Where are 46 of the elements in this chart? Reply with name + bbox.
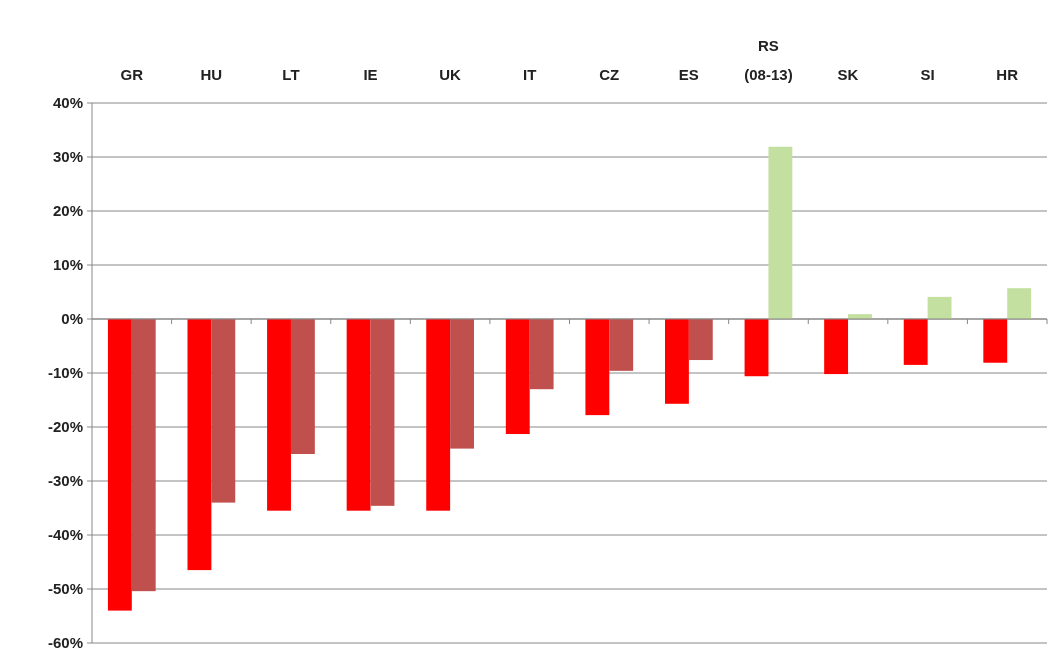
y-tick-label: -60% — [47, 634, 83, 652]
bar — [426, 319, 451, 511]
x-tick-label: HR — [996, 66, 1019, 83]
y-tick-label: -20% — [47, 418, 83, 436]
bar — [529, 319, 554, 390]
x-tick-label: GR — [120, 66, 144, 83]
x-tick-label: IE — [363, 66, 378, 83]
bar — [211, 319, 236, 503]
y-tick-label: -40% — [47, 526, 83, 544]
x-tick-label: LT — [282, 66, 300, 83]
bar — [131, 319, 156, 592]
x-tick-label: HU — [200, 66, 223, 83]
bar — [983, 319, 1008, 363]
y-tick-label: 20% — [52, 202, 83, 220]
bar — [370, 319, 395, 506]
y-tick-label: 40% — [52, 94, 83, 112]
bar — [744, 319, 769, 377]
bar — [927, 296, 952, 319]
bar — [290, 319, 315, 454]
bar — [187, 319, 212, 571]
y-tick-label: -30% — [47, 472, 83, 490]
bar — [609, 319, 634, 371]
x-tick-label: IT — [523, 66, 537, 83]
bar — [505, 319, 530, 435]
x-tick-label: CZ — [599, 66, 620, 83]
x-tick-label: SI — [920, 66, 935, 83]
y-tick-label: 10% — [52, 256, 83, 274]
y-tick-label: 0% — [61, 310, 83, 328]
x-tick-label: UK — [439, 66, 462, 83]
bar — [768, 146, 793, 319]
bar — [1007, 288, 1032, 319]
bar — [450, 319, 474, 449]
bar — [688, 319, 713, 361]
bar — [903, 319, 928, 365]
bar — [346, 319, 371, 511]
y-tick-label: -10% — [47, 364, 83, 382]
bar — [824, 319, 849, 375]
bar — [267, 319, 291, 511]
bar — [107, 319, 132, 611]
bar — [585, 319, 610, 416]
x-tick-label: SK — [837, 66, 859, 83]
x-tick-label: ES — [678, 66, 699, 83]
y-tick-label: 30% — [52, 148, 83, 166]
bar — [665, 319, 689, 404]
x-tick-label: RS (08-13) — [744, 37, 793, 83]
y-tick-label: -50% — [47, 580, 83, 598]
